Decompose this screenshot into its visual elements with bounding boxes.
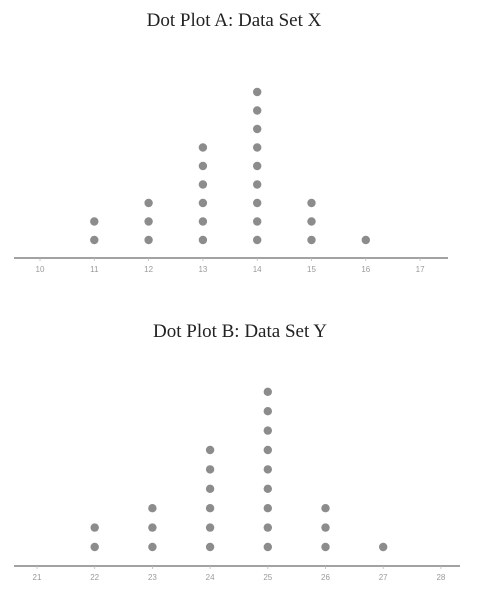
dot-plot-a-dot	[253, 161, 262, 171]
dot-plot-b-dot	[321, 523, 330, 532]
dot-plot-a-dot	[198, 180, 208, 189]
dot-plot-b-tick-label: 28	[436, 573, 445, 582]
dot-plot-b-dot	[205, 445, 215, 455]
dot-plot-a-dot	[253, 198, 262, 208]
dot-plot-a-dot	[307, 217, 316, 226]
dot-plot-b-dot	[263, 387, 272, 396]
dot-plot-b-dot	[321, 504, 330, 513]
dot-plot-a-dot	[253, 235, 262, 245]
dot-plot-b-dot	[263, 504, 272, 513]
dot-plot-a-dot	[198, 161, 208, 171]
dot-plot-b-tick-label: 22	[90, 573, 99, 582]
dot-plot-b-dot	[205, 542, 215, 552]
dot-plot-a-tick-label: 17	[416, 265, 425, 274]
dot-plot-b-dot	[148, 523, 157, 532]
dot-plot-a-dot	[90, 235, 99, 245]
dot-plot-a-tick-label: 15	[307, 265, 316, 274]
dot-plot-a-dot	[361, 235, 370, 245]
dot-plot-a-dot	[144, 217, 153, 226]
dot-plot-b-dot	[379, 542, 388, 552]
dot-plot-b-dot	[148, 542, 157, 552]
dot-plot-a-dot	[253, 180, 262, 189]
dot-plot-a-title: Dot Plot A: Data Set X	[147, 10, 322, 31]
dot-plot-b-dot	[205, 484, 215, 493]
dot-plot-b-dot	[205, 504, 215, 513]
dot-plot-a-dot	[90, 217, 99, 226]
dot-plot-b: Dot Plot B: Data Set Y 21 22 23 24 25 26 27 28	[14, 321, 460, 582]
dot-plot-a-tick-label: 16	[361, 265, 370, 274]
dot-plot-a-dot	[307, 198, 316, 208]
dot-plot-b-dot	[263, 426, 272, 435]
dot-plot-b-dot	[205, 465, 215, 474]
dot-plot-b-tick-label: 27	[379, 573, 388, 582]
dot-plot-b-dot	[205, 523, 215, 532]
dot-plot-a-tick-label: 13	[198, 265, 207, 274]
dot-plot-b-tick-label: 26	[321, 573, 330, 582]
dot-plot-b-dot	[90, 542, 99, 552]
dot-plot-a-dot	[198, 235, 208, 245]
dot-plot-a-tick-label: 12	[144, 265, 153, 274]
dot-plot-b-tick-label: 23	[148, 573, 157, 582]
dot-plot-b-dot	[263, 465, 272, 474]
dot-plot-b-dot	[263, 542, 272, 552]
dot-plot-b-tick-label: 21	[33, 573, 42, 582]
dot-plot-a-dot	[253, 217, 262, 226]
dot-plot-a-dot	[198, 217, 208, 226]
dot-plot-a-tick-label: 10	[36, 265, 45, 274]
dot-plot-a-tick-label: 11	[90, 265, 99, 274]
dot-plot-b-tick-label: 25	[263, 573, 272, 582]
dot-plot-b-dot	[263, 407, 272, 416]
dot-plot-b-dot	[263, 523, 272, 532]
dot-plot-b-dot	[321, 542, 330, 552]
dot-plot-b-dot	[148, 504, 157, 513]
dot-plot-a-dot	[253, 143, 262, 152]
dot-plot-b-title: Dot Plot B: Data Set Y	[153, 321, 327, 342]
dot-plot-a-dot	[253, 124, 262, 134]
dot-plot-a-dot	[307, 235, 316, 245]
dot-plot-a: Dot Plot A: Data Set X 10 11 12 13 14 15 16 17	[14, 10, 448, 274]
dot-plot-a-dot	[253, 87, 262, 97]
dot-plot-a-dot	[253, 106, 262, 115]
dot-plot-b-tick-label: 24	[206, 573, 215, 582]
dot-plot-b-dot	[263, 445, 272, 455]
dot-plot-b-dot	[90, 523, 99, 532]
dot-plot-a-dot	[198, 143, 208, 152]
dot-plot-b-dot	[263, 484, 272, 493]
dot-plot-a-tick-label: 14	[253, 265, 262, 274]
dot-plot-a-dot	[144, 235, 153, 245]
dot-plot-a-dot	[198, 198, 208, 208]
dot-plot-a-dot	[144, 198, 153, 208]
